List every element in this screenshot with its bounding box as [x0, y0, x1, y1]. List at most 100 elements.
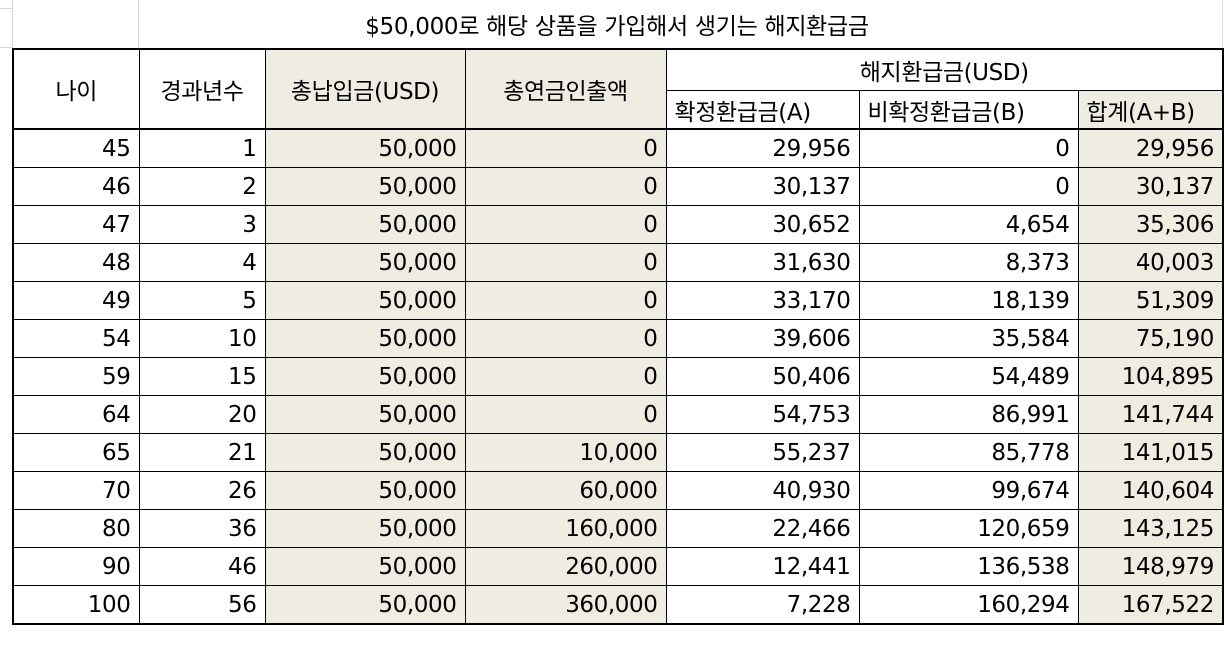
cell-total-paid[interactable]: 50,000 — [264, 243, 466, 282]
cell-age[interactable]: 70 — [12, 471, 140, 510]
cell-guaranteed[interactable]: 12,441 — [665, 547, 860, 586]
cell-guaranteed[interactable]: 40,930 — [665, 471, 860, 510]
cell-guaranteed[interactable]: 30,652 — [665, 205, 860, 244]
cell-non-guaranteed[interactable]: 99,674 — [858, 471, 1079, 510]
cell-years-elapsed[interactable]: 36 — [138, 509, 266, 548]
cell-age[interactable]: 80 — [12, 509, 140, 548]
cell-years-elapsed[interactable]: 26 — [138, 471, 266, 510]
cell-years-elapsed[interactable]: 21 — [138, 433, 266, 472]
sheet-title[interactable]: $50,000로 해당 상품을 가입해서 생기는 해지환급금 — [365, 14, 869, 40]
cell-total-paid[interactable]: 50,000 — [264, 167, 466, 206]
cell-guaranteed[interactable]: 29,956 — [665, 128, 860, 168]
cell-non-guaranteed[interactable]: 8,373 — [858, 243, 1079, 282]
cell-total-paid[interactable]: 50,000 — [264, 433, 466, 472]
cell-total-paid[interactable]: 50,000 — [264, 471, 466, 510]
cell-non-guaranteed[interactable]: 160,294 — [858, 585, 1079, 625]
cell-total[interactable]: 104,895 — [1077, 357, 1224, 396]
cell-total-annuity-withdrawal[interactable]: 10,000 — [464, 433, 667, 472]
cell-total[interactable]: 75,190 — [1077, 319, 1224, 358]
header-years-elapsed[interactable]: 경과년수 — [138, 48, 266, 130]
cell-total-paid[interactable]: 50,000 — [264, 585, 466, 625]
cell-years-elapsed[interactable]: 46 — [138, 547, 266, 586]
cell-guaranteed[interactable]: 7,228 — [665, 585, 860, 625]
cell-non-guaranteed[interactable]: 0 — [858, 167, 1079, 206]
cell-years-elapsed[interactable]: 2 — [138, 167, 266, 206]
cell-total[interactable]: 141,015 — [1077, 433, 1224, 472]
cell-total-annuity-withdrawal[interactable]: 0 — [464, 395, 667, 434]
header-total[interactable]: 합계(A+B) — [1077, 90, 1224, 130]
cell-age[interactable]: 100 — [12, 585, 140, 625]
cell-guaranteed[interactable]: 50,406 — [665, 357, 860, 396]
cell-non-guaranteed[interactable]: 0 — [858, 128, 1079, 168]
cell-guaranteed[interactable]: 54,753 — [665, 395, 860, 434]
cell-age[interactable]: 59 — [12, 357, 140, 396]
cell-total-annuity-withdrawal[interactable]: 60,000 — [464, 471, 667, 510]
cell-total[interactable]: 40,003 — [1077, 243, 1224, 282]
cell-total[interactable]: 51,309 — [1077, 281, 1224, 320]
cell-years-elapsed[interactable]: 56 — [138, 585, 266, 625]
header-guaranteed[interactable]: 확정환급금(A) — [665, 90, 860, 130]
cell-total-annuity-withdrawal[interactable]: 360,000 — [464, 585, 667, 625]
cell-total-paid[interactable]: 50,000 — [264, 205, 466, 244]
header-age[interactable]: 나이 — [12, 48, 140, 130]
cell-total-annuity-withdrawal[interactable]: 0 — [464, 281, 667, 320]
cell-years-elapsed[interactable]: 20 — [138, 395, 266, 434]
cell-total[interactable]: 148,979 — [1077, 547, 1224, 586]
cell-total-annuity-withdrawal[interactable]: 260,000 — [464, 547, 667, 586]
cell-total-paid[interactable]: 50,000 — [264, 357, 466, 396]
cell-age[interactable]: 45 — [12, 128, 140, 168]
cell-years-elapsed[interactable]: 5 — [138, 281, 266, 320]
cell-non-guaranteed[interactable]: 35,584 — [858, 319, 1079, 358]
header-non-guaranteed[interactable]: 비확정환급금(B) — [858, 90, 1079, 130]
cell-total-annuity-withdrawal[interactable]: 0 — [464, 357, 667, 396]
cell-total[interactable]: 140,604 — [1077, 471, 1224, 510]
cell-guaranteed[interactable]: 22,466 — [665, 509, 860, 548]
cell-total-annuity-withdrawal[interactable]: 0 — [464, 319, 667, 358]
cell-age[interactable]: 90 — [12, 547, 140, 586]
cell-years-elapsed[interactable]: 15 — [138, 357, 266, 396]
cell-age[interactable]: 48 — [12, 243, 140, 282]
header-surrender-group[interactable]: 해지환급금(USD) — [665, 48, 1224, 91]
cell-age[interactable]: 64 — [12, 395, 140, 434]
cell-non-guaranteed[interactable]: 85,778 — [858, 433, 1079, 472]
cell-non-guaranteed[interactable]: 4,654 — [858, 205, 1079, 244]
cell-total-paid[interactable]: 50,000 — [264, 509, 466, 548]
header-total-annuity-withdrawal[interactable]: 총연금인출액 — [464, 48, 667, 130]
cell-total[interactable]: 29,956 — [1077, 128, 1224, 168]
cell-total-paid[interactable]: 50,000 — [264, 395, 466, 434]
cell-guaranteed[interactable]: 30,137 — [665, 167, 860, 206]
cell-total-paid[interactable]: 50,000 — [264, 547, 466, 586]
cell-total[interactable]: 30,137 — [1077, 167, 1224, 206]
cell-age[interactable]: 49 — [12, 281, 140, 320]
cell-age[interactable]: 47 — [12, 205, 140, 244]
cell-years-elapsed[interactable]: 3 — [138, 205, 266, 244]
cell-total[interactable]: 167,522 — [1077, 585, 1224, 625]
cell-age[interactable]: 54 — [12, 319, 140, 358]
cell-years-elapsed[interactable]: 10 — [138, 319, 266, 358]
cell-total-annuity-withdrawal[interactable]: 0 — [464, 205, 667, 244]
cell-total-paid[interactable]: 50,000 — [264, 281, 466, 320]
cell-age[interactable]: 46 — [12, 167, 140, 206]
cell-guaranteed[interactable]: 39,606 — [665, 319, 860, 358]
cell-non-guaranteed[interactable]: 136,538 — [858, 547, 1079, 586]
cell-total-paid[interactable]: 50,000 — [264, 319, 466, 358]
cell-total-annuity-withdrawal[interactable]: 0 — [464, 167, 667, 206]
cell-total-annuity-withdrawal[interactable]: 160,000 — [464, 509, 667, 548]
cell-non-guaranteed[interactable]: 86,991 — [858, 395, 1079, 434]
header-total-paid[interactable]: 총납입금(USD) — [264, 48, 466, 130]
cell-total-annuity-withdrawal[interactable]: 0 — [464, 128, 667, 168]
cell-years-elapsed[interactable]: 1 — [138, 128, 266, 168]
cell-years-elapsed[interactable]: 4 — [138, 243, 266, 282]
cell-guaranteed[interactable]: 33,170 — [665, 281, 860, 320]
cell-guaranteed[interactable]: 55,237 — [665, 433, 860, 472]
cell-non-guaranteed[interactable]: 18,139 — [858, 281, 1079, 320]
cell-total-annuity-withdrawal[interactable]: 0 — [464, 243, 667, 282]
cell-guaranteed[interactable]: 31,630 — [665, 243, 860, 282]
cell-total[interactable]: 35,306 — [1077, 205, 1224, 244]
cell-total[interactable]: 141,744 — [1077, 395, 1224, 434]
cell-non-guaranteed[interactable]: 120,659 — [858, 509, 1079, 548]
cell-non-guaranteed[interactable]: 54,489 — [858, 357, 1079, 396]
cell-age[interactable]: 65 — [12, 433, 140, 472]
cell-total-paid[interactable]: 50,000 — [264, 128, 466, 168]
cell-total[interactable]: 143,125 — [1077, 509, 1224, 548]
